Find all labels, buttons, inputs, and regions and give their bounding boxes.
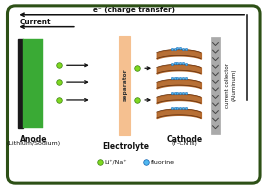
Text: (Lithium/Sodium): (Lithium/Sodium) [6, 141, 60, 146]
Bar [23, 39, 43, 128]
Bar [210, 36, 220, 134]
Text: Li⁺/Na⁺: Li⁺/Na⁺ [105, 160, 127, 165]
Text: (Aluminum): (Aluminum) [232, 69, 237, 101]
Text: (F-CNTs): (F-CNTs) [172, 141, 198, 146]
Text: current collector: current collector [225, 63, 230, 108]
Text: Anode: Anode [20, 135, 47, 144]
FancyBboxPatch shape [7, 6, 260, 183]
Bar [120, 36, 130, 135]
Text: Electrolyte: Electrolyte [102, 142, 149, 151]
Text: separator: separator [122, 69, 127, 101]
Text: e⁻ (charge transfer): e⁻ (charge transfer) [93, 7, 175, 13]
Text: fluorine: fluorine [151, 160, 175, 165]
Bar [18, 39, 23, 128]
Text: Current: Current [19, 19, 51, 25]
Text: Cathode: Cathode [167, 135, 203, 144]
